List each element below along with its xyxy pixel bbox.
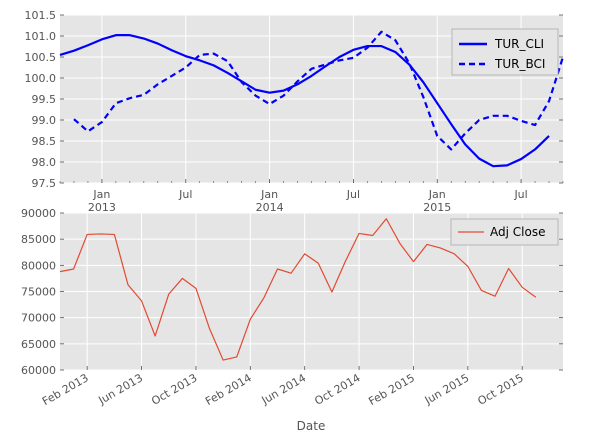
x-tick-year-label: 2014: [256, 201, 284, 214]
legend-label-adj-close: Adj Close: [490, 225, 545, 239]
y-tick-label: 99.5: [32, 93, 57, 106]
x-tick-label: Jun 2014: [259, 371, 309, 407]
series-line-tur-bci: [73, 30, 565, 151]
x-tick-label: Oct 2013: [149, 371, 199, 408]
y-tick-label: 80000: [21, 259, 56, 272]
top-grid: [60, 14, 563, 184]
y-tick-label: 75000: [21, 286, 56, 299]
x-tick-label: Oct 2014: [312, 371, 362, 408]
bottom-x-axis: Feb 2013 Jun 2013 Oct 2013 Feb 2014 Jun 2014…: [40, 366, 526, 408]
x-tick-label: Jun 2015: [422, 371, 472, 407]
x-tick-year-label: 2013: [88, 201, 116, 214]
bottom-x-axis-label: Date: [297, 419, 326, 433]
x-tick-label: Feb 2015: [366, 371, 417, 408]
legend-label-tur-cli: TUR_CLI: [494, 37, 544, 51]
x-tick-label: Jul: [178, 188, 192, 201]
x-tick-label: Jan: [428, 188, 446, 201]
y-tick-label: 100.0: [25, 72, 57, 85]
top-y-axis: 97.5 98.0 98.5 99.0 99.5 100.0 100.5 101.0 101.5: [25, 9, 563, 190]
y-tick-label: 70000: [21, 312, 56, 325]
top-series: [59, 30, 565, 168]
top-legend: TUR_CLI TUR_BCI: [451, 28, 559, 76]
y-tick-label: 97.5: [32, 177, 57, 190]
x-tick-label: Feb 2014: [203, 371, 254, 408]
x-tick-year-label: 2015: [423, 201, 451, 214]
bottom-chart: 60000 65000 70000 75000 80000 85000 90000 Feb …: [21, 207, 563, 433]
x-tick-label: Jul: [513, 188, 527, 201]
y-tick-label: 99.0: [32, 114, 57, 127]
legend-label-tur-bci: TUR_BCI: [494, 57, 545, 71]
x-tick-label: Jun 2013: [96, 371, 146, 407]
bottom-y-axis: 60000 65000 70000 75000 80000 85000 90000: [21, 207, 563, 377]
y-tick-label: 101.0: [25, 30, 57, 43]
y-tick-label: 65000: [21, 338, 56, 351]
y-tick-label: 98.5: [32, 135, 57, 148]
x-tick-label: Oct 2015: [475, 371, 525, 408]
top-chart: 97.5 98.0 98.5 99.0 99.5 100.0 100.5 101.0 101.5…: [25, 9, 565, 214]
top-legend-box: [451, 28, 559, 76]
y-tick-label: 98.0: [32, 156, 57, 169]
bottom-legend: Adj Close: [450, 218, 559, 246]
y-tick-label: 85000: [21, 233, 56, 246]
y-tick-label: 60000: [21, 364, 56, 377]
x-tick-label: Jan: [260, 188, 278, 201]
y-tick-label: 100.5: [25, 51, 57, 64]
bottom-series: [59, 218, 537, 361]
y-tick-label: 101.5: [25, 9, 57, 22]
series-line-tur-cli: [59, 34, 550, 168]
y-tick-label: 90000: [21, 207, 56, 220]
x-tick-label: Jan: [92, 188, 110, 201]
series-line-adj-close: [59, 218, 537, 361]
x-tick-label: Jul: [346, 188, 360, 201]
